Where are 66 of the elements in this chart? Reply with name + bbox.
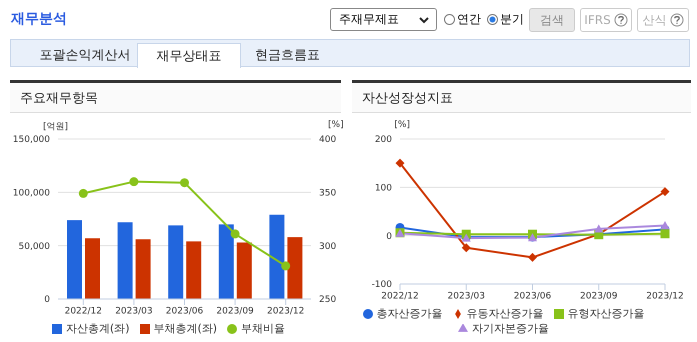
point — [660, 187, 670, 196]
point — [78, 188, 88, 198]
text: 분기 — [500, 11, 524, 28]
y-tick-label: 100,000 — [12, 188, 50, 199]
legend-label: 자기자본증가율 — [472, 322, 549, 335]
text: 포괄손익계산서 — [38, 47, 132, 65]
bar — [236, 242, 252, 299]
bar — [269, 214, 284, 299]
point — [594, 224, 604, 232]
point — [462, 243, 471, 252]
x-tick-label: 2022/12 — [64, 306, 102, 316]
text: IFRS — [580, 8, 632, 32]
y2-tick-label: 350 — [319, 188, 336, 199]
text: 검색 — [529, 8, 575, 32]
y-axis-title: [억원] — [42, 121, 68, 133]
y-axis-title: [%] — [393, 120, 410, 130]
text: 주재무제표 — [339, 11, 399, 28]
bar — [287, 237, 302, 299]
point — [281, 261, 290, 270]
point — [660, 221, 670, 230]
bar — [136, 239, 151, 299]
y-tick-label: 0 — [386, 232, 392, 242]
x-tick-label: 2023/06 — [514, 291, 552, 302]
text: 연간 — [457, 11, 481, 28]
point — [180, 178, 189, 188]
text: 산식 — [637, 8, 689, 32]
bar — [218, 224, 234, 299]
point — [230, 229, 240, 238]
point — [396, 158, 404, 168]
legend-label: 자산총계(좌) — [66, 322, 130, 335]
x-tick-label: 2023/06 — [166, 306, 204, 316]
legend-label: 부채비율 — [241, 322, 286, 335]
point — [660, 229, 670, 238]
legend-label: 총자산증가율 — [376, 307, 442, 320]
point — [528, 252, 537, 262]
y2-tick-label: 300 — [319, 242, 336, 252]
bar — [85, 238, 100, 299]
y2-tick-label: 400 — [319, 135, 336, 146]
legend-label: 유동자산증가율 — [466, 307, 544, 320]
point — [129, 177, 138, 186]
legend-label: 부채총계(좌) — [154, 322, 218, 335]
y-tick-label: -100 — [372, 280, 392, 290]
y-tick-label: 150,000 — [12, 135, 50, 146]
bar — [186, 241, 202, 299]
y2-axis-title: [%] — [328, 120, 344, 130]
legend-label: 유형자산증가율 — [568, 307, 644, 320]
x-tick-label: 2023/12 — [267, 306, 304, 316]
x-tick-label: 2023/03 — [115, 306, 153, 316]
bar — [118, 222, 133, 299]
y-tick-label: 100 — [374, 184, 392, 194]
bar — [168, 225, 184, 299]
chart-title: 자산성장성지표 — [352, 83, 691, 113]
bar — [67, 220, 82, 299]
chart-title: 주요재무항목 — [10, 83, 341, 113]
x-tick-label: 2023/09 — [216, 306, 254, 316]
y-tick-label: 0 — [44, 295, 50, 306]
x-tick-label: 2022/12 — [381, 291, 419, 302]
y-tick-label: 200 — [374, 135, 392, 146]
x-tick-label: 2023/12 — [646, 291, 684, 302]
y-tick-label: 50,000 — [18, 242, 50, 252]
y2-tick-label: 250 — [319, 295, 336, 306]
x-tick-label: 2023/03 — [448, 291, 485, 302]
text: 현금흐름표 — [254, 47, 321, 65]
text: 재무상태표 — [137, 43, 241, 68]
x-tick-label: 2023/09 — [580, 291, 618, 302]
text: 재무분석 — [11, 10, 67, 28]
